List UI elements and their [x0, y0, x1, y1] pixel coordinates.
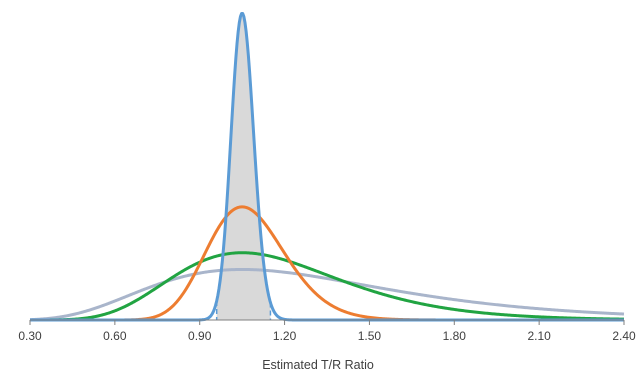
- series-line-3: [29, 251, 625, 322]
- x-tick-label: 1.50: [358, 329, 382, 343]
- x-axis-title: Estimated T/R Ratio: [262, 358, 374, 372]
- x-tick-label: 1.20: [273, 329, 297, 343]
- x-tick-label: 2.40: [612, 329, 636, 343]
- x-tick-label: 1.80: [443, 329, 467, 343]
- series-line-4: [29, 267, 625, 322]
- shade-layer: [215, 13, 272, 320]
- series-layer: [29, 11, 625, 322]
- x-tick-label: 2.10: [527, 329, 551, 343]
- x-tick-label: 0.90: [188, 329, 212, 343]
- axis-layer: 0.30 0.60 0.90 1.20 1.50 1.80 2.10 2.40: [18, 319, 636, 343]
- x-tick-label: 0.60: [103, 329, 127, 343]
- shaded-interval-area: [216, 13, 271, 320]
- x-tick-label: 0.30: [18, 329, 42, 343]
- series-line-2: [29, 205, 625, 322]
